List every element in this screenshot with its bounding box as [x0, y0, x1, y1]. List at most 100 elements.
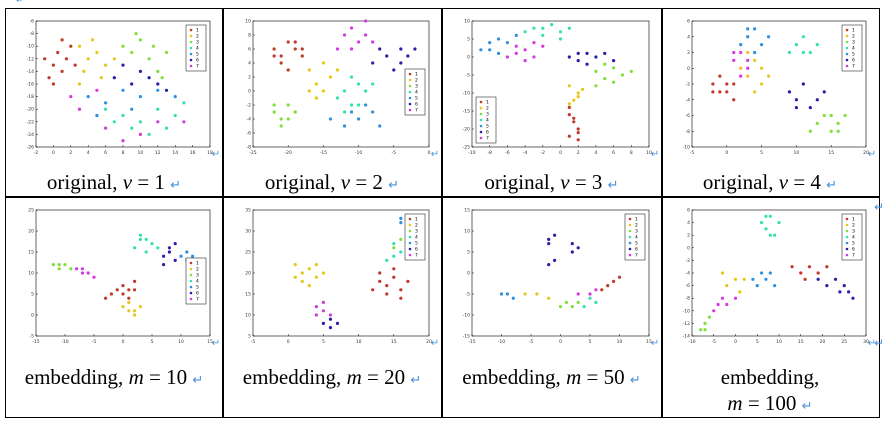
data-point-series-3 — [63, 263, 67, 267]
data-point-series-7 — [505, 55, 509, 59]
data-point-series-7 — [588, 292, 592, 296]
data-point-series-6 — [335, 321, 340, 325]
x-tick-label: -15 — [320, 150, 327, 156]
data-point-series-4 — [392, 254, 396, 258]
data-point-series-3 — [603, 77, 607, 81]
legend-marker-7 — [189, 64, 193, 68]
data-point-series-6 — [553, 233, 557, 237]
figure-table: -2 0 2 4 6 8 10 12 14 16 18 -6 -8 -10 -12 -14 -16 -18 -20-… — [5, 8, 880, 418]
data-point-series-1 — [567, 105, 571, 109]
y-tick-label: 4 — [687, 220, 690, 226]
x-tick-label: 14 — [172, 150, 178, 156]
data-point-series-2 — [567, 84, 571, 88]
data-point-series-2 — [572, 98, 576, 102]
legend-label-7: 7 — [852, 64, 855, 70]
data-point-series-2 — [523, 292, 527, 296]
data-point-series-2 — [335, 68, 340, 72]
data-point-series-2 — [321, 271, 325, 275]
return-mark-icon: ↵ — [651, 149, 659, 159]
data-point-series-1 — [127, 288, 131, 292]
data-point-series-1 — [133, 279, 137, 283]
x-tick-label: -10 — [61, 339, 68, 345]
data-point-series-5 — [499, 292, 504, 296]
data-point-series-3 — [594, 84, 598, 88]
legend-label-2: 2 — [415, 223, 418, 229]
x-tick-label: 0 — [52, 150, 55, 156]
legend-label-6: 6 — [852, 247, 855, 253]
data-point-series-7 — [349, 47, 354, 51]
data-point-series-5 — [121, 88, 125, 92]
data-point-series-4 — [558, 30, 563, 34]
return-mark-icon: ↵ — [192, 373, 204, 388]
legend-marker-2 — [408, 223, 412, 227]
x-tick-label: -5 — [392, 150, 397, 156]
data-point-series-7 — [314, 305, 318, 309]
data-point-series-5 — [511, 296, 515, 300]
data-point-series-7 — [92, 275, 96, 279]
return-mark-icon: ↵ — [431, 149, 439, 159]
y-tick-label: -20 — [27, 107, 34, 113]
data-point-series-7 — [371, 40, 375, 44]
data-point-series-5 — [179, 254, 183, 258]
data-point-series-7 — [121, 139, 125, 143]
data-point-series-4 — [399, 250, 403, 254]
data-point-series-6 — [378, 47, 382, 51]
y-tick-label: 10 — [28, 271, 34, 277]
return-mark-icon: ↵ — [431, 338, 439, 348]
data-point-series-7 — [335, 47, 340, 51]
data-point-series-6 — [594, 55, 598, 59]
data-point-series-3 — [69, 267, 73, 271]
data-point-series-3 — [392, 246, 396, 250]
data-point-series-1 — [612, 279, 616, 283]
legend-marker-3 — [408, 229, 412, 233]
y-tick-label: -5 — [466, 73, 471, 79]
y-tick-label: 5 — [248, 334, 251, 340]
data-point-series-5 — [760, 43, 764, 47]
data-point-series-3 — [272, 103, 276, 107]
data-point-series-7 — [95, 88, 99, 92]
legend-label-2: 2 — [196, 34, 199, 40]
data-point-series-1 — [725, 82, 729, 86]
data-point-series-2 — [535, 292, 539, 296]
legend-label-3: 3 — [635, 229, 638, 235]
data-point-series-4 — [156, 107, 160, 111]
data-point-series-2 — [86, 57, 90, 61]
data-point-series-2 — [733, 277, 738, 281]
data-point-series-7 — [576, 292, 580, 296]
data-point-series-1 — [392, 275, 396, 279]
legend-label-6: 6 — [415, 247, 418, 253]
data-point-series-6 — [808, 106, 812, 110]
legend-label-2: 2 — [852, 223, 855, 229]
y-tick-label: -16 — [27, 82, 34, 88]
plot-frame — [252, 209, 430, 337]
data-point-series-6 — [173, 242, 177, 246]
x-tick-label: -10 — [355, 150, 362, 156]
data-point-series-6 — [147, 76, 151, 80]
plot-frame — [691, 209, 867, 337]
data-point-series-4 — [156, 246, 160, 250]
legend-label-1: 1 — [852, 28, 855, 34]
data-point-series-7 — [733, 296, 738, 300]
data-point-series-7 — [725, 302, 729, 307]
data-point-series-1 — [732, 82, 736, 86]
legend-marker-1 — [189, 28, 193, 32]
legend-marker-1 — [189, 261, 193, 265]
data-point-series-2 — [112, 57, 116, 61]
caption-8b: m = 100 ↵ — [727, 391, 813, 415]
scatter-plot-8: -10 -5 0 5 10 15 20 25 306420-2-4-6-8-10-12-1412… — [683, 208, 877, 349]
x-tick-label: -6 — [505, 150, 510, 156]
data-point-series-3 — [57, 267, 61, 271]
y-tick-label: 6 — [248, 47, 251, 53]
x-tick-label: 10 — [794, 150, 800, 156]
data-point-series-4 — [760, 221, 764, 225]
data-point-series-3 — [699, 328, 703, 332]
data-point-series-4 — [138, 120, 142, 124]
data-point-series-5 — [488, 41, 492, 45]
data-point-series-1 — [799, 271, 803, 275]
data-point-series-3 — [138, 38, 142, 42]
legend-marker-5 — [845, 241, 849, 245]
